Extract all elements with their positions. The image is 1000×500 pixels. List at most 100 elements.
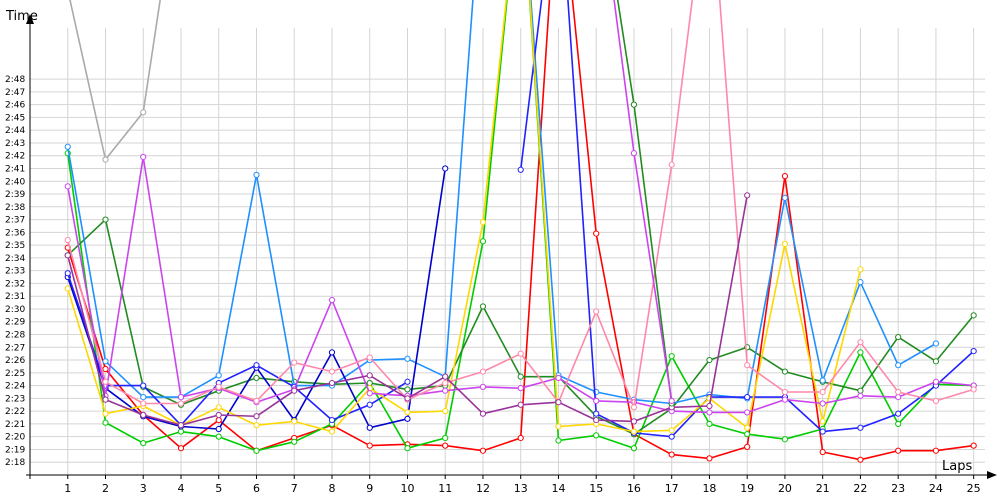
data-point (781, 396, 789, 403)
x-tick-label: 5 (215, 482, 222, 495)
x-tick-label: 2 (102, 482, 109, 495)
data-point (442, 442, 449, 449)
data-point (555, 437, 562, 444)
data-point (479, 383, 487, 390)
data-point (744, 393, 751, 401)
data-point (668, 397, 675, 405)
data-point (781, 368, 789, 375)
data-point (442, 165, 449, 172)
x-tick-label: 10 (400, 482, 414, 495)
y-tick-label: 2:36 (5, 228, 25, 238)
data-point (102, 216, 109, 223)
data-point (593, 410, 600, 417)
y-tick-label: 2:37 (5, 216, 25, 226)
x-tick-label: 13 (514, 482, 528, 495)
data-point (895, 447, 902, 454)
grid-lines (30, 28, 985, 475)
data-point (970, 312, 977, 319)
y-tick-label: 2:42 (5, 152, 25, 162)
data-point (64, 252, 71, 259)
data-point (404, 395, 411, 402)
data-point (630, 404, 638, 411)
data-point (819, 388, 826, 396)
y-tick-label: 2:20 (5, 433, 25, 443)
series-1 (64, 0, 977, 463)
x-tick-label: 24 (929, 482, 943, 495)
series-0 (69, 0, 161, 163)
y-tick-label: 2:24 (5, 382, 25, 392)
data-point (253, 171, 260, 178)
x-tick-label: 6 (253, 482, 260, 495)
data-point (479, 410, 487, 417)
series-lines (64, 0, 977, 463)
x-tick-label: 25 (967, 482, 981, 495)
data-point (895, 388, 902, 396)
x-tick-label: 9 (366, 482, 373, 495)
data-point (64, 143, 71, 150)
data-point (253, 374, 260, 382)
data-point (215, 411, 222, 419)
data-point (177, 393, 185, 401)
data-point (630, 445, 638, 452)
data-point (819, 418, 826, 425)
data-point (744, 409, 751, 416)
x-tick-label: 12 (476, 482, 490, 495)
data-point (970, 442, 977, 449)
data-point (102, 396, 109, 403)
series-line (66, 272, 408, 427)
y-tick-label: 2:28 (5, 331, 25, 341)
data-point (668, 451, 675, 458)
data-point (744, 192, 751, 199)
y-tick-label: 2:22 (5, 407, 25, 417)
data-point (517, 166, 524, 173)
x-tick-label: 14 (551, 482, 565, 495)
data-point (819, 428, 826, 435)
data-point (102, 358, 109, 365)
data-point (291, 359, 298, 366)
x-tick-label: 16 (627, 482, 641, 495)
x-tick-label: 21 (816, 482, 830, 495)
data-point (857, 279, 864, 286)
data-point (177, 422, 185, 429)
data-point (215, 404, 222, 411)
data-point (140, 109, 147, 116)
data-point (253, 422, 260, 429)
data-point (857, 456, 864, 463)
y-tick-label: 2:25 (5, 369, 25, 379)
data-point (291, 387, 298, 394)
series-12 (613, 0, 675, 405)
data-point (102, 410, 109, 417)
data-point (932, 378, 940, 385)
y-tick-label: 2:31 (5, 292, 25, 302)
y-tick-label: 2:39 (5, 190, 25, 200)
data-point (706, 356, 713, 364)
data-point (517, 385, 524, 392)
data-point (668, 353, 675, 360)
series-line (69, 0, 161, 161)
series-line (66, 0, 937, 405)
data-point (291, 438, 298, 445)
x-tick-label: 4 (177, 482, 184, 495)
y-tick-label: 2:47 (5, 88, 25, 98)
y-tick-label: 2:40 (5, 177, 25, 187)
data-point (857, 339, 864, 346)
data-point (253, 413, 260, 420)
data-point (781, 436, 789, 443)
x-tick-label: 22 (853, 482, 867, 495)
data-point (668, 161, 675, 168)
data-point (140, 393, 147, 401)
data-point (366, 390, 373, 397)
y-tick-label: 2:23 (5, 394, 25, 404)
data-point (744, 424, 751, 431)
data-point (442, 408, 449, 415)
data-point (140, 382, 147, 389)
data-point (744, 443, 751, 451)
y-tick-label: 2:32 (5, 279, 25, 289)
series-10 (64, 192, 751, 429)
y-tick-label: 2:19 (5, 445, 25, 455)
data-point (819, 400, 826, 407)
data-point (215, 425, 222, 433)
data-point (102, 365, 109, 373)
data-point (140, 153, 147, 161)
